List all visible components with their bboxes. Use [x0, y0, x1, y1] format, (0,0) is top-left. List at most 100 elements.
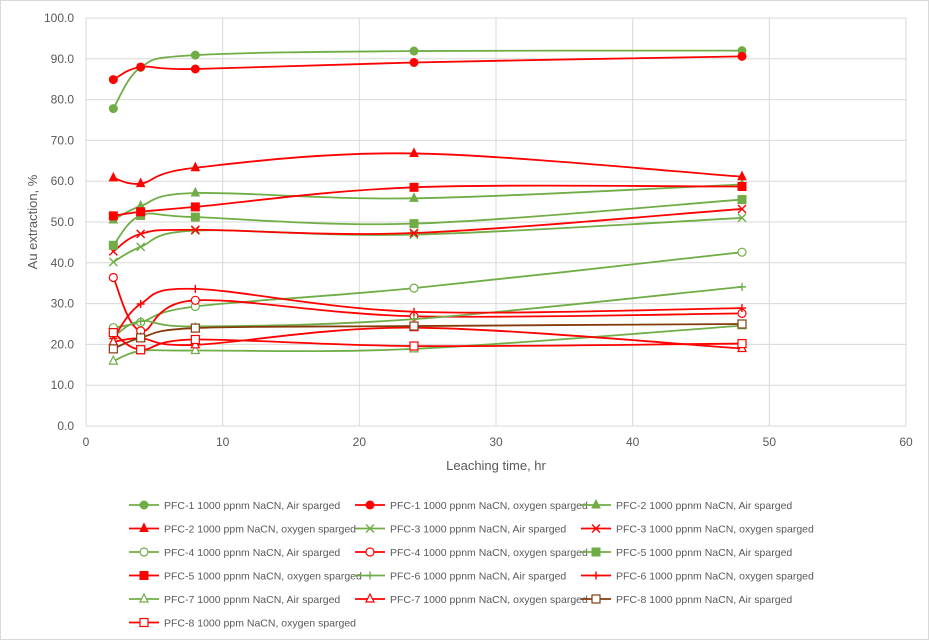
legend-entry: PFC-7 1000 ppnm NaCN, Air sparged	[129, 592, 340, 606]
series-line	[112, 55, 743, 81]
x-tick-label: 0	[83, 435, 90, 449]
data-point	[136, 333, 146, 343]
legend-marker	[365, 592, 375, 603]
x-tick-label: 10	[216, 435, 230, 449]
data-point	[135, 177, 146, 188]
data-point	[737, 170, 747, 181]
legend-label: PFC-4 1000 ppnm NaCN, Air sparged	[164, 547, 340, 559]
data-point	[136, 317, 145, 326]
legend-label: PFC-3 1000 ppnm NaCN, Air sparged	[390, 524, 566, 536]
data-point	[409, 147, 419, 157]
legend-marker	[591, 547, 601, 557]
x-tick-label: 20	[353, 435, 367, 449]
legend-entry: PFC-6 1000 ppnm NaCN, Air sparged	[355, 571, 566, 583]
data-point	[108, 257, 118, 267]
series-12	[109, 284, 746, 343]
data-point	[136, 345, 146, 355]
data-point	[737, 182, 747, 192]
legend-label: PFC-6 1000 ppnm NaCN, oxygen sparged	[616, 571, 814, 583]
series-line	[112, 208, 743, 253]
data-point	[410, 307, 418, 316]
legend-marker	[366, 571, 374, 580]
data-point	[136, 229, 146, 239]
legend-entry: PFC-2 1000 ppnm NaCN, Air sparged	[581, 498, 792, 512]
legend-marker	[139, 500, 149, 510]
legend-entry: PFC-2 1000 ppm NaCN, oxygen sparged	[129, 522, 356, 536]
data-point	[108, 171, 119, 182]
legend-marker	[365, 524, 375, 533]
legend-label: PFC-5 1000 ppnm NaCN, Air sparged	[616, 547, 792, 559]
legend-entry: PFC-7 1000 ppnm NaCN, oxygen sparged	[355, 592, 588, 606]
data-point	[738, 304, 746, 313]
x-tick-label: 60	[899, 435, 913, 449]
legend-entry: PFC-6 1000 ppnm NaCN, oxygen sparged	[581, 571, 814, 583]
data-point	[737, 51, 747, 61]
data-point	[409, 228, 419, 238]
data-point	[136, 62, 146, 72]
data-point	[409, 192, 419, 202]
legend-marker	[139, 592, 149, 603]
series-10	[108, 182, 747, 221]
data-point	[190, 225, 200, 235]
legend-label: PFC-4 1000 ppnm NaCN, oxygen sparged	[390, 547, 588, 559]
legend-entry: PFC-3 1000 ppnm NaCN, Air sparged	[355, 524, 566, 536]
series-15	[108, 319, 747, 354]
data-point	[108, 327, 118, 338]
data-point	[737, 319, 747, 329]
legend-entry: PFC-4 1000 ppnm NaCN, oxygen sparged	[355, 547, 588, 559]
data-point	[190, 334, 200, 345]
y-tick-label: 40.0	[51, 256, 75, 270]
y-tick-label: 70.0	[51, 133, 75, 147]
series-4	[108, 147, 747, 188]
data-point	[190, 212, 200, 222]
data-point	[409, 341, 419, 351]
series-line	[112, 183, 743, 221]
data-point	[737, 204, 747, 214]
series-2	[108, 51, 747, 85]
legend-marker	[365, 500, 375, 510]
data-point	[190, 64, 200, 74]
series-group	[108, 46, 747, 365]
data-point	[190, 186, 201, 197]
data-point	[108, 240, 118, 250]
data-point	[190, 323, 200, 333]
y-tick-label: 10.0	[51, 378, 75, 392]
data-point	[409, 57, 419, 67]
data-point	[108, 344, 118, 354]
legend-entry: PFC-3 1000 ppnm NaCN, oxygen sparged	[581, 524, 814, 536]
legend-label: PFC-5 1000 ppnm NaCN, oxygen sparged	[164, 571, 362, 583]
legend-label: PFC-7 1000 ppnm NaCN, Air sparged	[164, 594, 340, 606]
data-point	[737, 338, 747, 349]
legend-entry: PFC-8 1000 ppm NaCN, oxygen sparged	[129, 618, 356, 630]
legend-label: PFC-7 1000 ppnm NaCN, oxygen sparged	[390, 594, 588, 606]
series-16	[108, 327, 747, 355]
data-point	[190, 50, 200, 60]
y-tick-label: 20.0	[51, 337, 75, 351]
axes: 0.0 10.0 20.0 30.0 40.0 50.0 60.0 70.0 80.0 90.0 1…	[44, 11, 913, 449]
legend-marker	[591, 524, 601, 533]
legend-entry: PFC-5 1000 ppnm NaCN, Air sparged	[581, 547, 792, 559]
legend-marker	[139, 522, 149, 532]
data-point	[409, 321, 419, 331]
legend-entry: PFC-4 1000 ppnm NaCN, Air sparged	[129, 547, 340, 559]
data-point	[190, 344, 201, 355]
legend-marker	[139, 547, 149, 557]
legend-marker	[365, 547, 375, 557]
series-6	[108, 204, 747, 256]
y-axis-title: Au extraction, %	[25, 174, 40, 269]
data-point	[108, 354, 119, 365]
data-point	[409, 283, 419, 293]
legend-entry: PFC-8 1000 ppnm NaCN, Air sparged	[581, 594, 792, 606]
data-point	[190, 202, 200, 212]
y-tick-label: 50.0	[51, 215, 75, 229]
legend-label: PFC-2 1000 ppm NaCN, oxygen sparged	[164, 524, 356, 536]
legend-entry: PFC-5 1000 ppnm NaCN, oxygen sparged	[129, 571, 362, 583]
legend-entry: PFC-1 1000 ppnm NaCN, oxygen sparged	[355, 500, 588, 512]
x-axis-title: Leaching time, hr	[446, 458, 546, 473]
data-point	[409, 182, 419, 192]
y-tick-label: 90.0	[51, 52, 75, 66]
data-point	[191, 284, 200, 293]
data-point	[409, 46, 419, 56]
